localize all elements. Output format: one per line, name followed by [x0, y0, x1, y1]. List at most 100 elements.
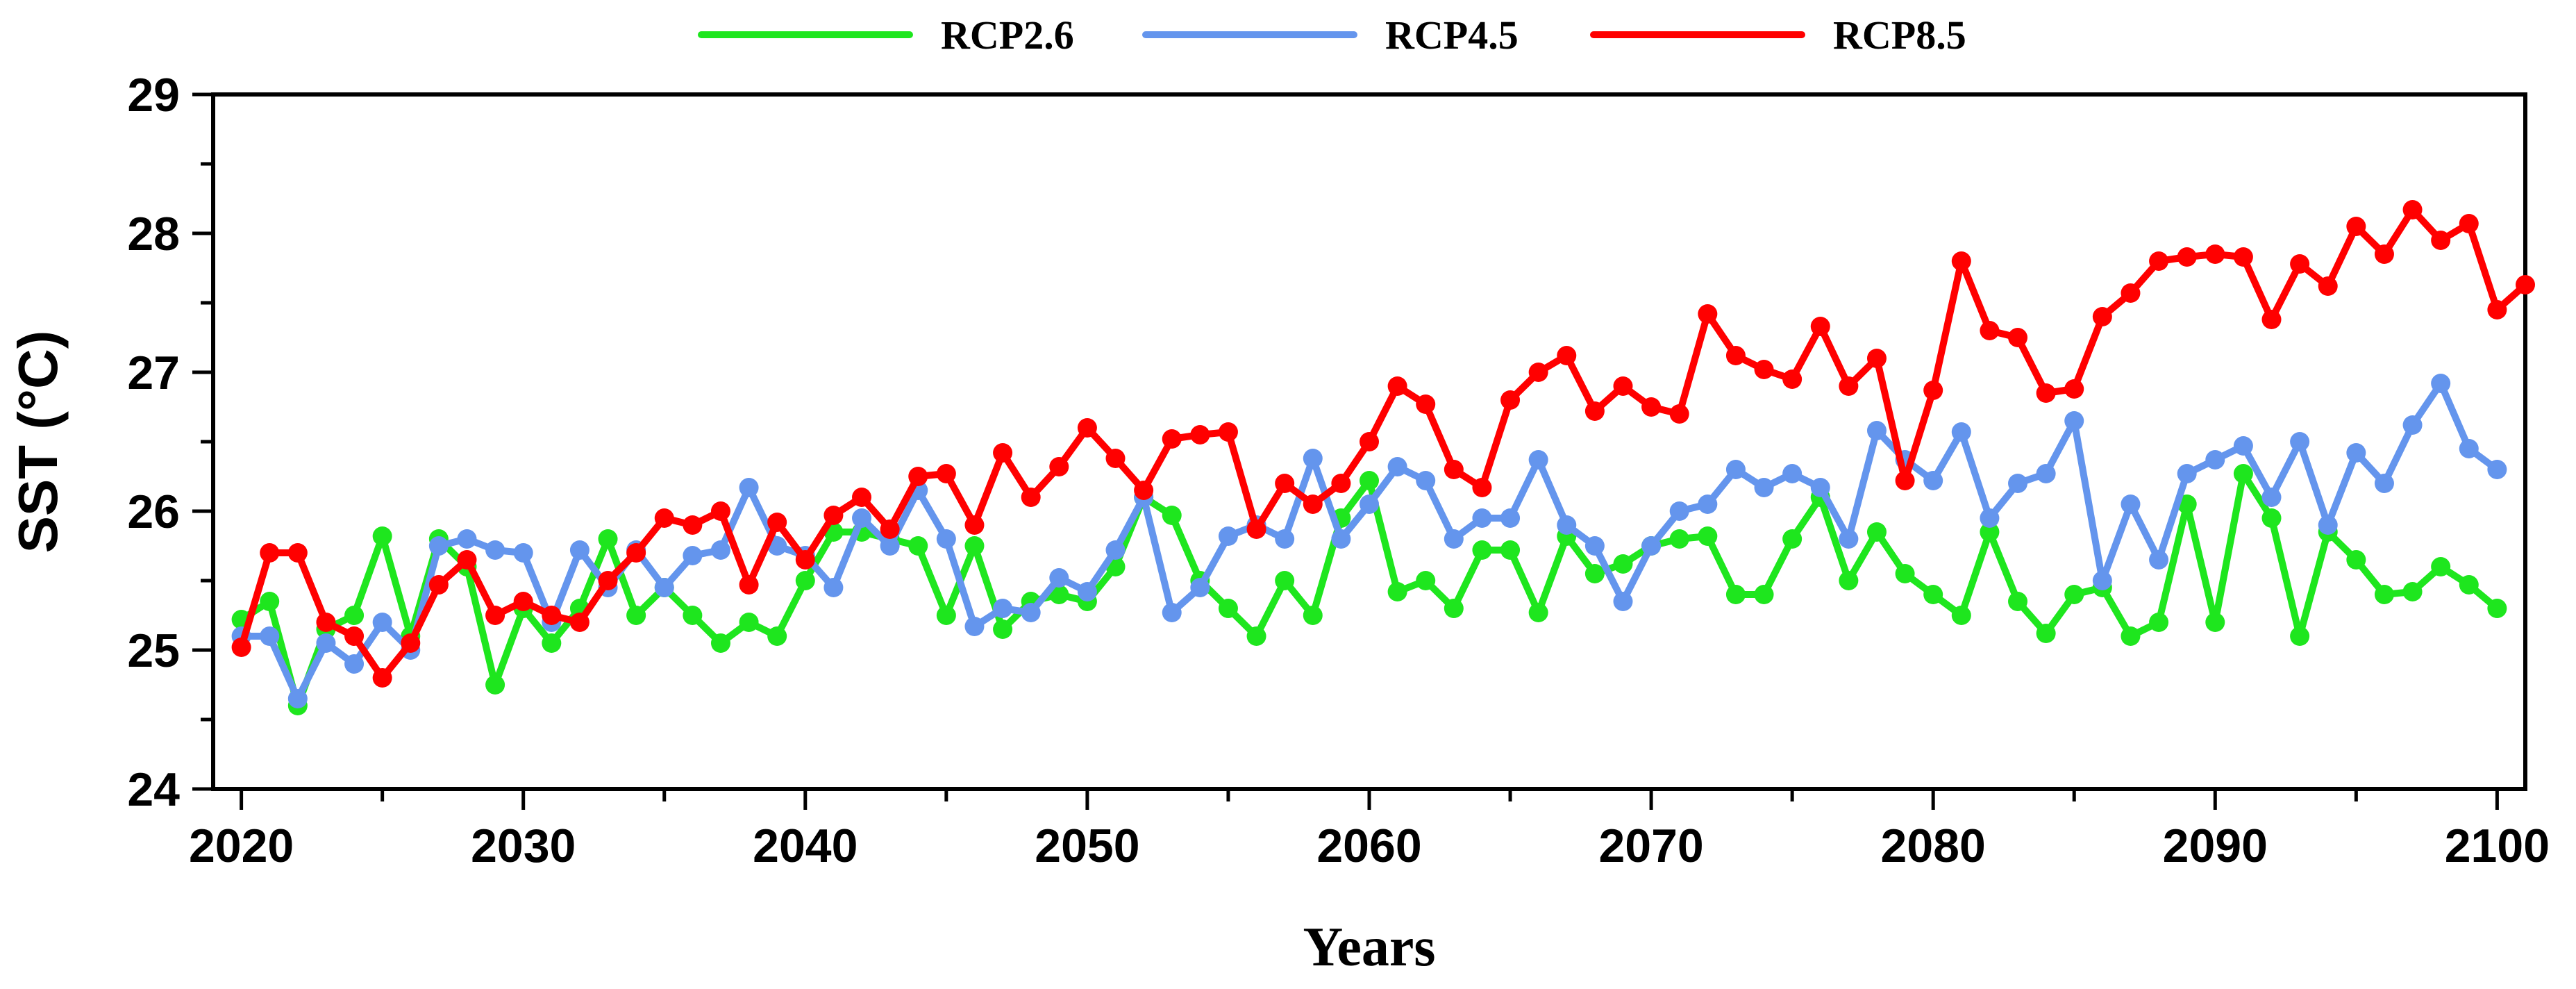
data-point-rcp8-5 — [823, 506, 844, 525]
data-point-rcp8-5 — [2431, 231, 2451, 250]
data-point-rcp4-5 — [1839, 529, 1859, 549]
data-point-rcp2-6 — [936, 606, 956, 625]
data-point-rcp4-5 — [1557, 515, 1577, 535]
data-point-rcp8-5 — [287, 543, 308, 563]
data-point-rcp2-6 — [542, 633, 562, 653]
data-point-rcp8-5 — [1416, 394, 1436, 414]
data-point-rcp4-5 — [1360, 495, 1379, 514]
data-point-rcp4-5 — [2036, 464, 2056, 483]
data-point-rcp2-6 — [1472, 540, 1492, 560]
data-point-rcp4-5 — [2261, 488, 2282, 507]
data-point-rcp2-6 — [1754, 585, 1774, 604]
series-lines — [231, 200, 2535, 715]
data-point-rcp4-5 — [2402, 415, 2423, 435]
y-tick-label: 28 — [127, 208, 180, 260]
data-point-rcp8-5 — [2261, 310, 2282, 329]
data-point-rcp4-5 — [1190, 578, 1210, 597]
data-point-rcp8-5 — [1331, 474, 1351, 493]
data-point-rcp2-6 — [1613, 554, 1633, 574]
x-tick-label: 2020 — [189, 820, 294, 872]
data-point-rcp4-5 — [1331, 529, 1351, 549]
data-point-rcp2-6 — [485, 675, 505, 695]
data-point-rcp2-6 — [795, 571, 815, 590]
data-point-rcp2-6 — [1895, 564, 1915, 583]
data-point-rcp2-6 — [1839, 571, 1859, 590]
data-point-rcp8-5 — [1839, 376, 1859, 396]
data-point-rcp8-5 — [1782, 369, 1803, 389]
data-point-rcp4-5 — [485, 540, 505, 560]
data-point-rcp2-6 — [1923, 585, 1943, 604]
data-point-rcp4-5 — [2177, 464, 2197, 483]
data-point-rcp2-6 — [1669, 529, 1689, 549]
data-point-rcp8-5 — [542, 606, 562, 625]
data-point-rcp4-5 — [2121, 495, 2141, 514]
data-point-rcp8-5 — [2149, 251, 2169, 271]
data-point-rcp8-5 — [1951, 251, 1971, 271]
data-point-rcp2-6 — [710, 633, 730, 653]
data-point-rcp4-5 — [457, 529, 477, 549]
data-point-rcp8-5 — [1669, 404, 1689, 424]
x-tick-label: 2060 — [1316, 820, 1421, 872]
data-point-rcp4-5 — [1782, 464, 1803, 483]
data-point-rcp8-5 — [1725, 346, 1746, 365]
data-point-rcp4-5 — [2290, 432, 2310, 451]
data-point-rcp8-5 — [1500, 390, 1521, 410]
data-point-rcp8-5 — [1077, 418, 1097, 438]
data-point-rcp4-5 — [1162, 603, 1182, 622]
data-point-rcp2-6 — [1584, 564, 1605, 583]
data-point-rcp4-5 — [1472, 508, 1492, 528]
data-point-rcp4-5 — [2318, 515, 2338, 535]
data-point-rcp4-5 — [1416, 471, 1436, 490]
data-point-rcp8-5 — [1528, 363, 1548, 382]
data-point-rcp2-6 — [2121, 626, 2141, 646]
data-point-rcp8-5 — [626, 543, 646, 563]
data-point-rcp4-5 — [993, 599, 1013, 618]
data-point-rcp8-5 — [598, 571, 618, 590]
data-point-rcp8-5 — [1387, 376, 1407, 396]
x-axis-ticks: 2020 2030 2040 2050 2060 2070 2080 2090 2100 — [189, 789, 2550, 872]
data-point-rcp2-6 — [2233, 464, 2253, 483]
y-tick-label: 25 — [127, 624, 180, 677]
data-point-rcp4-5 — [260, 626, 280, 646]
data-point-rcp4-5 — [852, 508, 872, 528]
data-point-rcp2-6 — [598, 529, 618, 549]
data-point-rcp4-5 — [1951, 422, 1971, 442]
data-point-rcp4-5 — [1584, 536, 1605, 556]
legend: RCP2.6 RCP4.5 RCP8.5 — [698, 13, 1966, 58]
data-point-rcp4-5 — [316, 633, 336, 653]
data-point-rcp4-5 — [1641, 536, 1662, 556]
data-point-rcp4-5 — [1218, 526, 1238, 546]
data-point-rcp4-5 — [1275, 529, 1295, 549]
data-point-rcp4-5 — [2346, 443, 2366, 463]
data-point-rcp4-5 — [739, 478, 759, 497]
data-point-rcp4-5 — [936, 529, 956, 549]
data-point-rcp2-6 — [1416, 571, 1436, 590]
data-point-rcp8-5 — [1162, 429, 1182, 449]
data-point-rcp8-5 — [401, 633, 421, 653]
data-point-rcp2-6 — [767, 626, 787, 646]
data-point-rcp2-6 — [739, 613, 759, 632]
data-point-rcp4-5 — [654, 578, 674, 597]
x-tick-label: 2030 — [471, 820, 576, 872]
data-point-rcp4-5 — [2233, 436, 2253, 456]
data-point-rcp4-5 — [1021, 603, 1041, 622]
data-point-rcp8-5 — [1754, 360, 1774, 379]
data-point-rcp8-5 — [1557, 346, 1577, 365]
data-point-rcp2-6 — [2290, 626, 2310, 646]
data-point-rcp4-5 — [1810, 478, 1830, 497]
data-point-rcp2-6 — [1218, 599, 1238, 618]
data-point-rcp8-5 — [428, 575, 449, 595]
data-point-rcp8-5 — [2008, 328, 2028, 347]
data-point-rcp4-5 — [1387, 457, 1407, 476]
data-point-rcp8-5 — [457, 550, 477, 570]
data-point-rcp8-5 — [2036, 383, 2056, 403]
data-point-rcp2-6 — [2261, 508, 2282, 528]
data-point-rcp2-6 — [2459, 575, 2479, 595]
data-point-rcp2-6 — [964, 536, 985, 556]
data-point-rcp8-5 — [231, 638, 251, 657]
data-point-rcp8-5 — [1698, 304, 1718, 324]
data-point-rcp4-5 — [683, 546, 703, 565]
data-point-rcp8-5 — [936, 464, 956, 483]
y-tick-label: 29 — [127, 69, 180, 122]
data-point-rcp8-5 — [1923, 381, 1943, 400]
